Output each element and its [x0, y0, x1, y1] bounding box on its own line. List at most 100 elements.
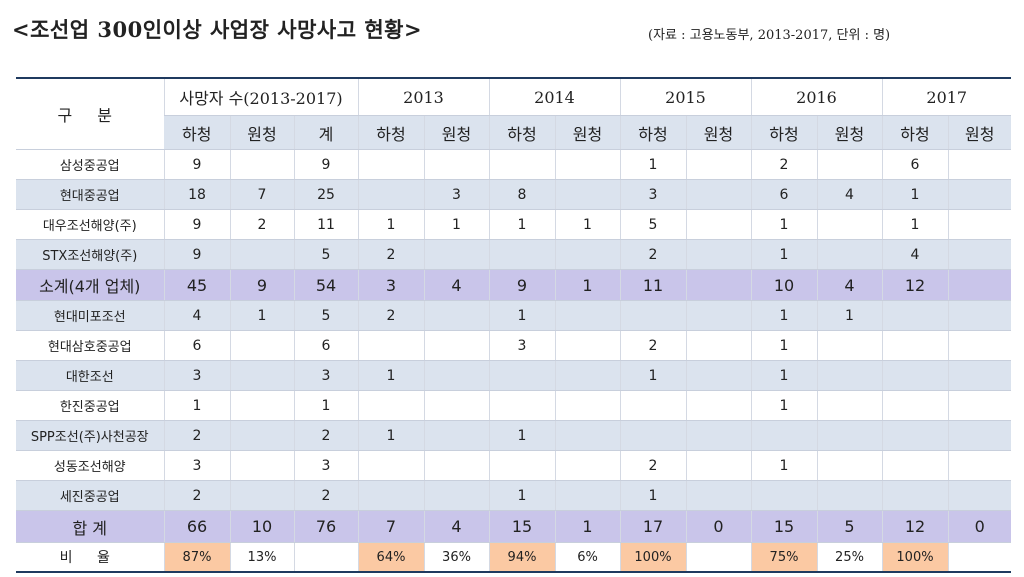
page-title: <조선업 300인이상 사업장 사망사고 현황>	[12, 17, 423, 42]
table-row: 삼성중공업 9 9 1 2 6	[16, 149, 1011, 180]
table-cell	[488, 239, 555, 270]
row-label: 현대삼호중공업	[16, 330, 164, 361]
table-cell	[229, 420, 294, 451]
table-cell: 1	[750, 450, 817, 481]
table-cell	[685, 209, 751, 240]
table-cell	[423, 450, 489, 481]
subheader-subcontract: 하청	[164, 115, 230, 150]
table-cell: 12	[881, 510, 948, 543]
table-cell: 1	[554, 510, 620, 543]
table-cell: 1	[619, 480, 686, 511]
table-cell: 3	[357, 269, 424, 301]
table-row: 한진중공업 1 1 1	[16, 390, 1011, 421]
ratio-cell: 87%	[163, 542, 230, 573]
ratio-cell: 25%	[816, 542, 882, 573]
table-cell	[947, 450, 1011, 481]
subheader-subcontract: 하청	[881, 115, 948, 150]
table-cell: 6	[881, 149, 948, 180]
table-row: 현대중공업 18 7 25 3 8 3 6 4 1	[16, 179, 1011, 210]
table-cell	[423, 480, 489, 511]
table-cell: 4	[881, 239, 948, 270]
ratio-cell: 6%	[554, 542, 620, 573]
ratio-cell: 94%	[488, 542, 555, 573]
table-cell: 2	[229, 209, 294, 240]
table-cell: 1	[750, 330, 817, 361]
table-cell: 3	[423, 179, 489, 210]
table-cell	[229, 390, 294, 421]
table-cell: 15	[488, 510, 555, 543]
table-cell: 11	[293, 209, 358, 240]
table-cell	[685, 300, 751, 331]
table-cell: 8	[488, 179, 555, 210]
table-cell: 1	[750, 239, 817, 270]
table-row: 현대삼호중공업 6 6 3 2 1	[16, 330, 1011, 361]
table-cell: 1	[488, 300, 555, 331]
subheader-prime: 원청	[685, 115, 751, 150]
table-cell: 17	[619, 510, 686, 543]
table-cell: 76	[293, 510, 358, 543]
table-cell: 4	[423, 269, 489, 301]
table-cell	[357, 450, 424, 481]
subheader-subcontract: 하청	[357, 115, 424, 150]
table-cell	[554, 420, 620, 451]
table-cell	[685, 269, 751, 301]
table-cell	[685, 239, 751, 270]
table-cell	[488, 149, 555, 180]
ratio-cell	[947, 542, 1011, 573]
table-cell	[816, 480, 882, 511]
row-label: 현대중공업	[16, 179, 164, 210]
table-cell: 1	[357, 420, 424, 451]
row-label: 소계(4개 업체)	[16, 269, 164, 301]
table-cell	[881, 390, 948, 421]
table-cell: 1	[750, 209, 817, 240]
table-cell	[619, 300, 686, 331]
year-header-2014: 2014	[488, 78, 620, 116]
table-cell	[229, 480, 294, 511]
row-label: SPP조선(주)사천공장	[16, 420, 164, 451]
table-cell	[881, 360, 948, 391]
table-cell	[947, 300, 1011, 331]
table-cell: 1	[554, 269, 620, 301]
table-cell: 2	[619, 239, 686, 270]
table-cell: 1	[881, 179, 948, 210]
table-cell: 45	[163, 269, 230, 301]
ratio-cell: 100%	[619, 542, 686, 573]
table-cell	[554, 360, 620, 391]
table-cell	[488, 390, 555, 421]
row-label: 삼성중공업	[16, 149, 164, 180]
table-cell	[685, 360, 751, 391]
table-cell	[229, 239, 294, 270]
table-cell	[423, 149, 489, 180]
table-cell: 2	[357, 300, 424, 331]
table-cell	[881, 420, 948, 451]
subtotal-row: 소계(4개 업체) 45 9 54 3 4 9 1 11 10 4 12	[16, 269, 1011, 301]
ratio-cell: 64%	[357, 542, 424, 573]
table-cell: 1	[163, 390, 230, 421]
table-cell	[229, 330, 294, 361]
table-cell: 1	[488, 420, 555, 451]
ratio-cell: 36%	[423, 542, 489, 573]
table-cell	[357, 330, 424, 361]
table-cell: 9	[163, 209, 230, 240]
table-cell	[816, 330, 882, 361]
table-cell: 1	[423, 209, 489, 240]
table-cell	[554, 149, 620, 180]
row-label: 대한조선	[16, 360, 164, 391]
table-cell	[947, 330, 1011, 361]
row-label: 성동조선해양	[16, 450, 164, 481]
table-cell	[947, 149, 1011, 180]
ratio-cell	[685, 542, 751, 573]
table-cell: 2	[293, 480, 358, 511]
subheader-subcontract: 하청	[488, 115, 555, 150]
table-cell	[947, 239, 1011, 270]
table-cell	[685, 149, 751, 180]
table-cell: 2	[163, 480, 230, 511]
table-cell	[229, 360, 294, 391]
table-cell: 5	[293, 300, 358, 331]
table-cell: 3	[163, 450, 230, 481]
table-cell	[947, 209, 1011, 240]
year-header-2015: 2015	[619, 78, 751, 116]
table-cell: 11	[619, 269, 686, 301]
table-cell: 2	[163, 420, 230, 451]
table-cell	[685, 420, 751, 451]
